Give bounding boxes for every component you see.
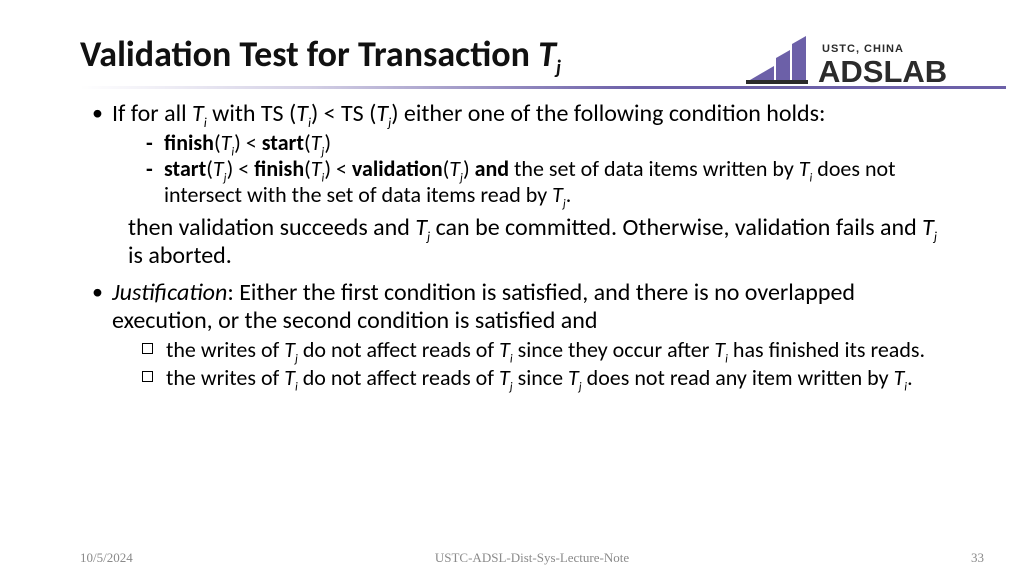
cond-1: finish(Ti) < start(Tj): [146, 130, 954, 156]
just-1: the writes of Tj do not affect reads of …: [142, 337, 954, 363]
t: start: [164, 155, 206, 182]
t: (: [214, 129, 221, 156]
t: start: [262, 129, 304, 156]
justification-list: the writes of Tj do not affect reads of …: [142, 337, 954, 391]
t: and: [475, 155, 509, 182]
t: T: [552, 181, 563, 208]
then-clause: then validation succeeds and Tj can be c…: [128, 214, 954, 271]
t: ) < TS (: [311, 99, 376, 128]
logo-svg: USTC, CHINA ADSLAB: [746, 36, 1006, 90]
t: T: [213, 155, 224, 182]
title-prefix: Validation Test for Transaction: [80, 32, 538, 76]
t: T: [284, 336, 295, 363]
footer-center: USTC-ADSL-Dist-Sys-Lecture-Note: [80, 550, 984, 566]
t: (: [304, 155, 311, 182]
t: do not affect reads of: [298, 364, 499, 391]
svg-text:ADSLAB: ADSLAB: [818, 54, 947, 89]
t: T: [311, 129, 322, 156]
t: T: [894, 364, 905, 391]
content: If for all Ti with TS (Ti) < TS (Tj) eit…: [86, 100, 954, 395]
t: ) <: [324, 155, 352, 182]
t: since they occur after: [513, 336, 715, 363]
t: validation: [352, 155, 443, 182]
t: T: [499, 336, 510, 363]
t: T: [499, 364, 510, 391]
t: T: [192, 99, 204, 128]
t: ) <: [227, 155, 255, 182]
t: If for all: [112, 99, 192, 128]
cond-2: start(Tj) < finish(Ti) < validation(Tj) …: [146, 156, 954, 208]
bullet-1: If for all Ti with TS (Ti) < TS (Tj) eit…: [98, 100, 954, 271]
t: T: [296, 99, 308, 128]
t: T: [415, 213, 427, 242]
t: .: [907, 364, 913, 391]
t: the writes of: [166, 336, 284, 363]
adslab-logo: USTC, CHINA ADSLAB: [746, 36, 1006, 90]
t: T: [311, 155, 322, 182]
t: Justification: [112, 278, 227, 307]
t: ): [463, 155, 475, 182]
t: with TS (: [207, 99, 296, 128]
t: has finished its reads.: [728, 336, 925, 363]
t: the writes of: [166, 364, 284, 391]
t: T: [449, 155, 460, 182]
t: ) either one of the following condition …: [391, 99, 825, 128]
t: the set of data items written by: [509, 155, 799, 182]
t: is aborted.: [128, 241, 232, 270]
t: j: [934, 228, 937, 245]
slide: Validation Test for Transaction Tj USTC,…: [0, 0, 1024, 576]
just-2: the writes of Ti do not affect reads of …: [142, 365, 954, 391]
t: does not read any item written by: [582, 364, 894, 391]
bullet-list: If for all Ti with TS (Ti) < TS (Tj) eit…: [86, 100, 954, 391]
t: T: [799, 155, 810, 182]
t: ) <: [234, 129, 262, 156]
t: T: [284, 364, 295, 391]
t: T: [714, 336, 725, 363]
t: can be committed. Otherwise, validation …: [430, 213, 922, 242]
slide-title: Validation Test for Transaction Tj: [80, 32, 561, 76]
title-subscript: j: [556, 56, 561, 80]
t: .: [566, 181, 572, 208]
title-underline: [80, 86, 1006, 89]
t: do not affect reads of: [298, 336, 499, 363]
footer-page: 33: [971, 550, 984, 566]
t: T: [376, 99, 388, 128]
t: since: [513, 364, 568, 391]
bullet-2: Justification: Either the first conditio…: [98, 279, 954, 392]
t: (: [206, 155, 213, 182]
t: ): [324, 129, 331, 156]
t: T: [568, 364, 579, 391]
t: T: [221, 129, 232, 156]
t: (: [304, 129, 311, 156]
title-symbol: T: [538, 32, 556, 76]
t: T: [922, 213, 934, 242]
t: finish: [254, 155, 304, 182]
cond-list: finish(Ti) < start(Tj) start(Tj) < finis…: [146, 130, 954, 208]
t: finish: [164, 129, 214, 156]
t: then validation succeeds and: [128, 213, 415, 242]
